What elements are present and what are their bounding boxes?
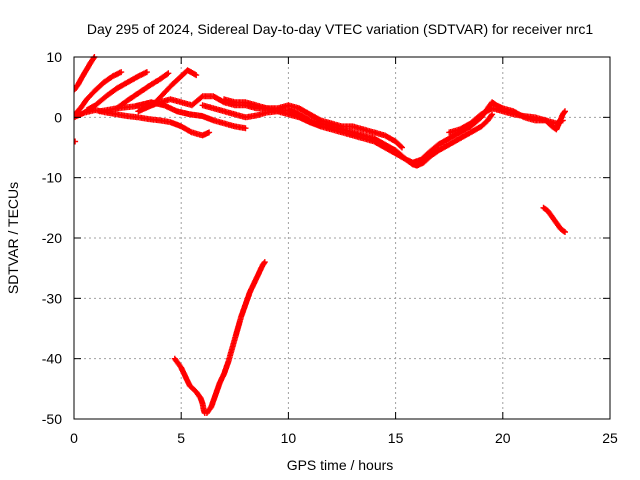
y-axis-label: SDTVAR / TECUs [5,182,21,294]
series-low-band-2 [96,99,249,132]
series-arc-rise-2 [74,69,125,119]
x-tick-label: 25 [602,430,618,446]
x-tick-label: 20 [495,430,511,446]
series-points [203,259,268,416]
y-tick-label: -30 [42,290,62,306]
y-tick-label: 0 [54,109,62,125]
series-points [540,204,568,235]
x-tick-label: 0 [70,430,78,446]
series-low-band-6 [446,105,568,136]
tick-layer: 0 5 10 15 20 25 -50 -40 -30 -20 -10 0 10 [42,49,618,446]
series-isolated-point [74,138,79,145]
series-points [96,99,249,132]
series-points [74,54,98,94]
series-layer [74,54,568,416]
y-tick-label: -50 [42,411,62,427]
x-tick-label: 5 [177,430,185,446]
x-tick-label: 10 [281,430,297,446]
grid-layer [74,57,610,419]
series-v-descend [171,355,208,416]
y-tick-label: 10 [46,49,62,65]
series-points [74,69,125,119]
y-tick-label: -20 [42,230,62,246]
series-arc-rise-1 [74,54,98,94]
y-tick-label: -40 [42,351,62,367]
series-points [135,93,405,151]
y-tick-label: -10 [42,170,62,186]
x-axis-label: GPS time / hours [287,457,394,473]
series-low-band-3 [135,93,405,151]
series-points [74,138,79,145]
x-tick-label: 15 [388,430,404,446]
series-v-ascend [203,259,268,416]
series-points [171,355,208,416]
series-late-drop [540,204,568,235]
series-points [446,105,568,136]
chart-title: Day 295 of 2024, Sidereal Day-to-day VTE… [87,21,593,37]
